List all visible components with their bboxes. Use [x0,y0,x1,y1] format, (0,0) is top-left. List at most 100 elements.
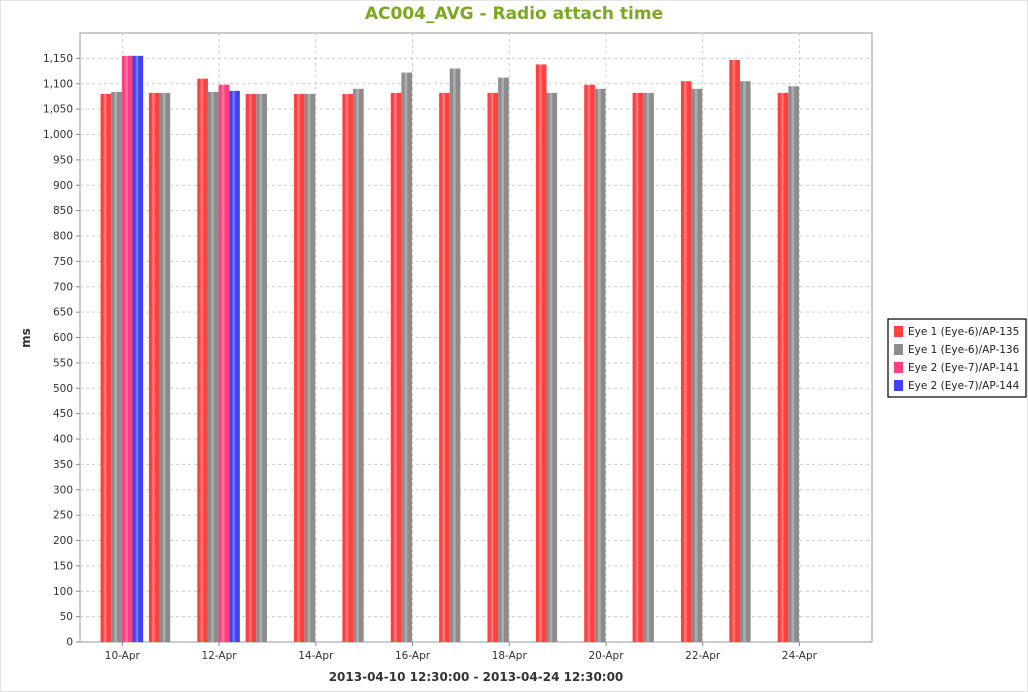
bar [535,64,547,643]
bar-fill [449,68,461,642]
legend-entry: Eye 1 (Eye-6)/AP-136 [894,344,1020,356]
x-tick-label: 24-Apr [782,650,818,662]
bar-highlight [125,55,128,642]
legend-label: Eye 1 (Eye-6)/AP-135 [908,326,1019,338]
bar [111,91,122,643]
bar-fill [691,88,703,642]
y-tick-label: 750 [53,256,73,268]
legend-label: Eye 2 (Eye-7)/AP-144 [908,380,1020,392]
bar-highlight [135,55,139,642]
bar-fill [304,93,316,642]
bars [100,55,799,643]
y-tick-label: 1,050 [43,104,73,116]
bar-fill [390,92,402,642]
y-tick-label: 800 [53,231,73,243]
bar [353,88,364,642]
bar-highlight [356,88,359,642]
bar-fill [207,91,219,643]
bar [390,92,402,642]
y-tick-label: 900 [53,180,73,192]
y-tick-label: 0 [66,637,73,649]
bar-fill [218,84,230,642]
y-tick-label: 250 [53,510,73,522]
bar [643,92,654,642]
legend-swatch [894,362,903,373]
bar-highlight [162,92,166,642]
bar [342,93,354,642]
bar-fill [729,59,740,642]
bar-highlight [684,81,687,642]
y-tick-label: 700 [53,281,73,293]
y-tick-label: 500 [53,383,73,395]
bar [245,93,257,642]
bar [294,93,305,642]
bar-fill [245,93,257,642]
bar-highlight [345,93,349,642]
bar [487,92,499,642]
bar-highlight [259,93,263,642]
bar-fill [546,92,558,642]
x-axis: 10-Apr 12-Apr 14-Apr 16-Apr 18-Apr 20-Apr 22-A… [105,642,818,662]
bar-highlight [646,92,650,642]
x-axis-label: 2013-04-10 12:30:00 - 2013-04-24 12:30:0… [329,670,624,684]
y-tick-label: 50 [60,611,73,623]
y-tick-label: 1,000 [43,129,73,141]
bar-highlight [114,91,118,643]
bar-highlight [307,93,311,642]
bar [498,77,509,642]
y-tick-label: 150 [53,560,73,572]
bar-highlight [635,92,639,642]
bar [788,86,799,643]
bar [729,59,740,642]
bar-fill [594,88,606,642]
bar-fill [342,93,354,642]
y-tick-label: 300 [53,484,73,496]
y-tick-label: 950 [53,154,73,166]
bar-highlight [404,72,408,642]
y-tick-label: 350 [53,459,73,471]
bar-fill [256,93,267,642]
bar-fill [632,92,644,642]
bar [584,84,595,642]
bar-fill [439,92,450,642]
bar [777,92,789,642]
legend-entry: Eye 1 (Eye-6)/AP-135 [894,326,1019,338]
y-tick-label: 1,100 [43,78,73,90]
bar [197,78,208,643]
bar-highlight [549,92,553,642]
legend: Eye 1 (Eye-6)/AP-135 Eye 1 (Eye-6)/AP-136… [887,318,1027,398]
bar-fill [584,84,595,642]
bar-fill [535,64,547,643]
bar-highlight [393,92,397,642]
y-tick-label: 450 [53,408,73,420]
bar-highlight [452,68,456,642]
bar [121,55,133,642]
y-tick-label: 400 [53,434,73,446]
x-tick-label: 12-Apr [202,650,238,662]
bar [594,88,606,642]
bar [304,93,316,642]
bar-fill [498,77,509,642]
x-tick-label: 14-Apr [298,650,334,662]
chart-title: AC004_AVG - Radio attach time [365,4,663,24]
bar-fill [487,92,499,642]
legend-box [887,318,1027,398]
bar [401,72,413,642]
bar-fill [148,92,160,642]
legend-entry: Eye 2 (Eye-7)/AP-141 [894,362,1019,374]
bar-fill [132,55,144,642]
bar-fill [680,81,692,642]
bar [546,92,558,642]
bar-highlight [598,88,601,642]
bar-highlight [248,93,252,642]
bar-highlight [539,64,542,643]
bar-highlight [732,59,736,642]
bar-highlight [501,77,504,642]
bar [229,90,240,643]
bar [632,92,644,642]
bar-fill [111,91,122,643]
bar [132,55,144,642]
legend-swatch [894,326,903,337]
bar-highlight [442,92,445,642]
